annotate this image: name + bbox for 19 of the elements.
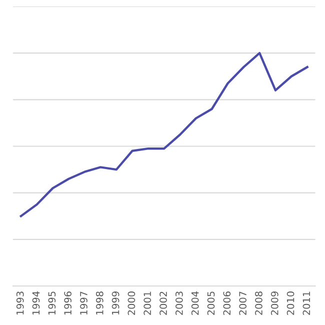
- x-tick-label: 2002: [160, 292, 167, 315]
- x-tick-label: 2007: [239, 292, 246, 315]
- x-tick-label: 1994: [32, 291, 40, 315]
- x-tick-label: 1998: [96, 292, 104, 315]
- x-tick-label: 2000: [128, 292, 136, 315]
- x-tick-label: 2004: [191, 291, 199, 315]
- x-tick-label: 1993: [16, 292, 24, 315]
- x-tick-label: 1999: [112, 292, 120, 315]
- x-tick-label: 2008: [255, 292, 262, 315]
- x-tick-label: 1996: [64, 291, 72, 315]
- x-tick-label: 1995: [48, 292, 56, 315]
- x-tick-label: 2011: [302, 292, 310, 315]
- x-tick-label: 2003: [176, 292, 183, 315]
- x-tick-label: 2005: [207, 292, 215, 315]
- x-tick-label: 2009: [270, 292, 278, 315]
- x-tick-label: 2010: [286, 292, 294, 315]
- x-tick-label: 2001: [144, 292, 152, 315]
- x-tick-label: 2006: [223, 291, 231, 315]
- x-tick-label: 1997: [80, 292, 88, 315]
